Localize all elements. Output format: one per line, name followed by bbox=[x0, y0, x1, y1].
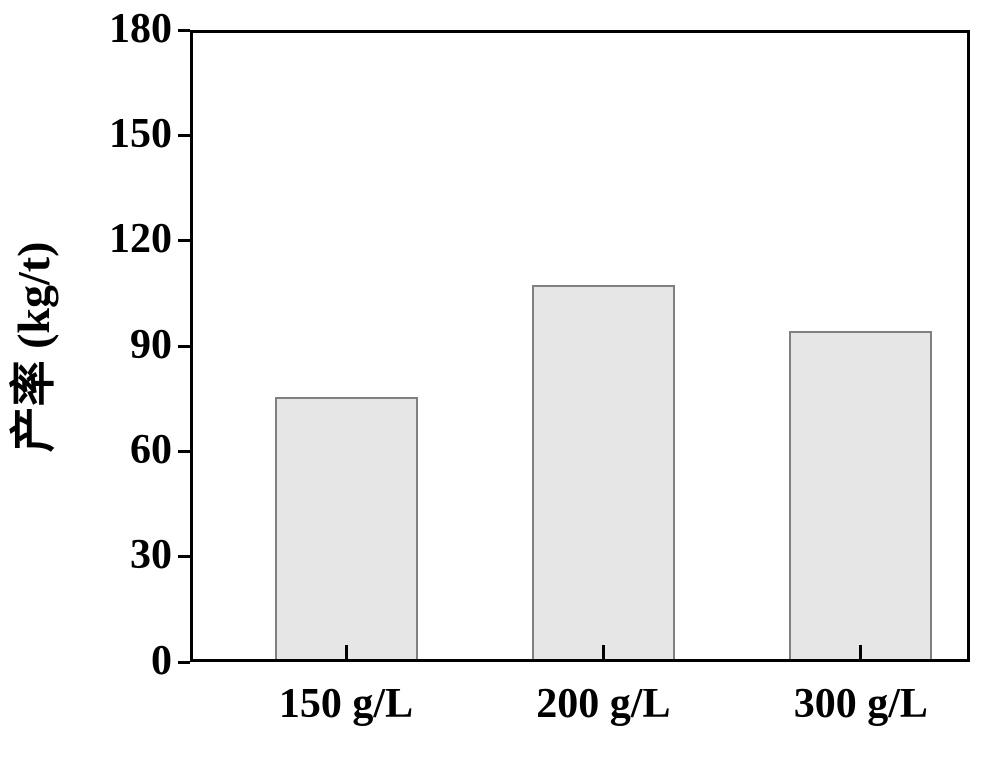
x-tick-mark bbox=[345, 645, 348, 659]
bar bbox=[532, 285, 675, 659]
y-tick-label: 180 bbox=[109, 5, 172, 53]
x-tick-mark bbox=[602, 645, 605, 659]
y-tick-mark bbox=[178, 555, 190, 558]
x-tick-label: 150 g/L bbox=[226, 680, 466, 728]
y-tick-label: 30 bbox=[130, 531, 172, 579]
y-tick-mark bbox=[178, 29, 190, 32]
y-tick-label: 90 bbox=[130, 321, 172, 369]
y-tick-label: 150 bbox=[109, 110, 172, 158]
y-tick-mark bbox=[178, 345, 190, 348]
y-tick-mark bbox=[178, 661, 190, 664]
y-tick-label: 120 bbox=[109, 215, 172, 263]
chart-canvas: 产率 (kg/t) 0 30 60 90 120 150 180 150 g/L 200 g/L… bbox=[0, 0, 1000, 779]
y-tick-label: 60 bbox=[130, 426, 172, 474]
y-tick-mark bbox=[178, 134, 190, 137]
x-tick-mark bbox=[859, 645, 862, 659]
y-tick-mark bbox=[178, 450, 190, 453]
y-tick-label: 0 bbox=[151, 637, 172, 685]
y-axis-title: 产率 (kg/t) bbox=[0, 147, 63, 547]
x-tick-label: 200 g/L bbox=[483, 680, 723, 728]
bar bbox=[275, 397, 418, 659]
x-tick-label: 300 g/L bbox=[741, 680, 981, 728]
y-tick-mark bbox=[178, 239, 190, 242]
bar bbox=[789, 331, 932, 659]
